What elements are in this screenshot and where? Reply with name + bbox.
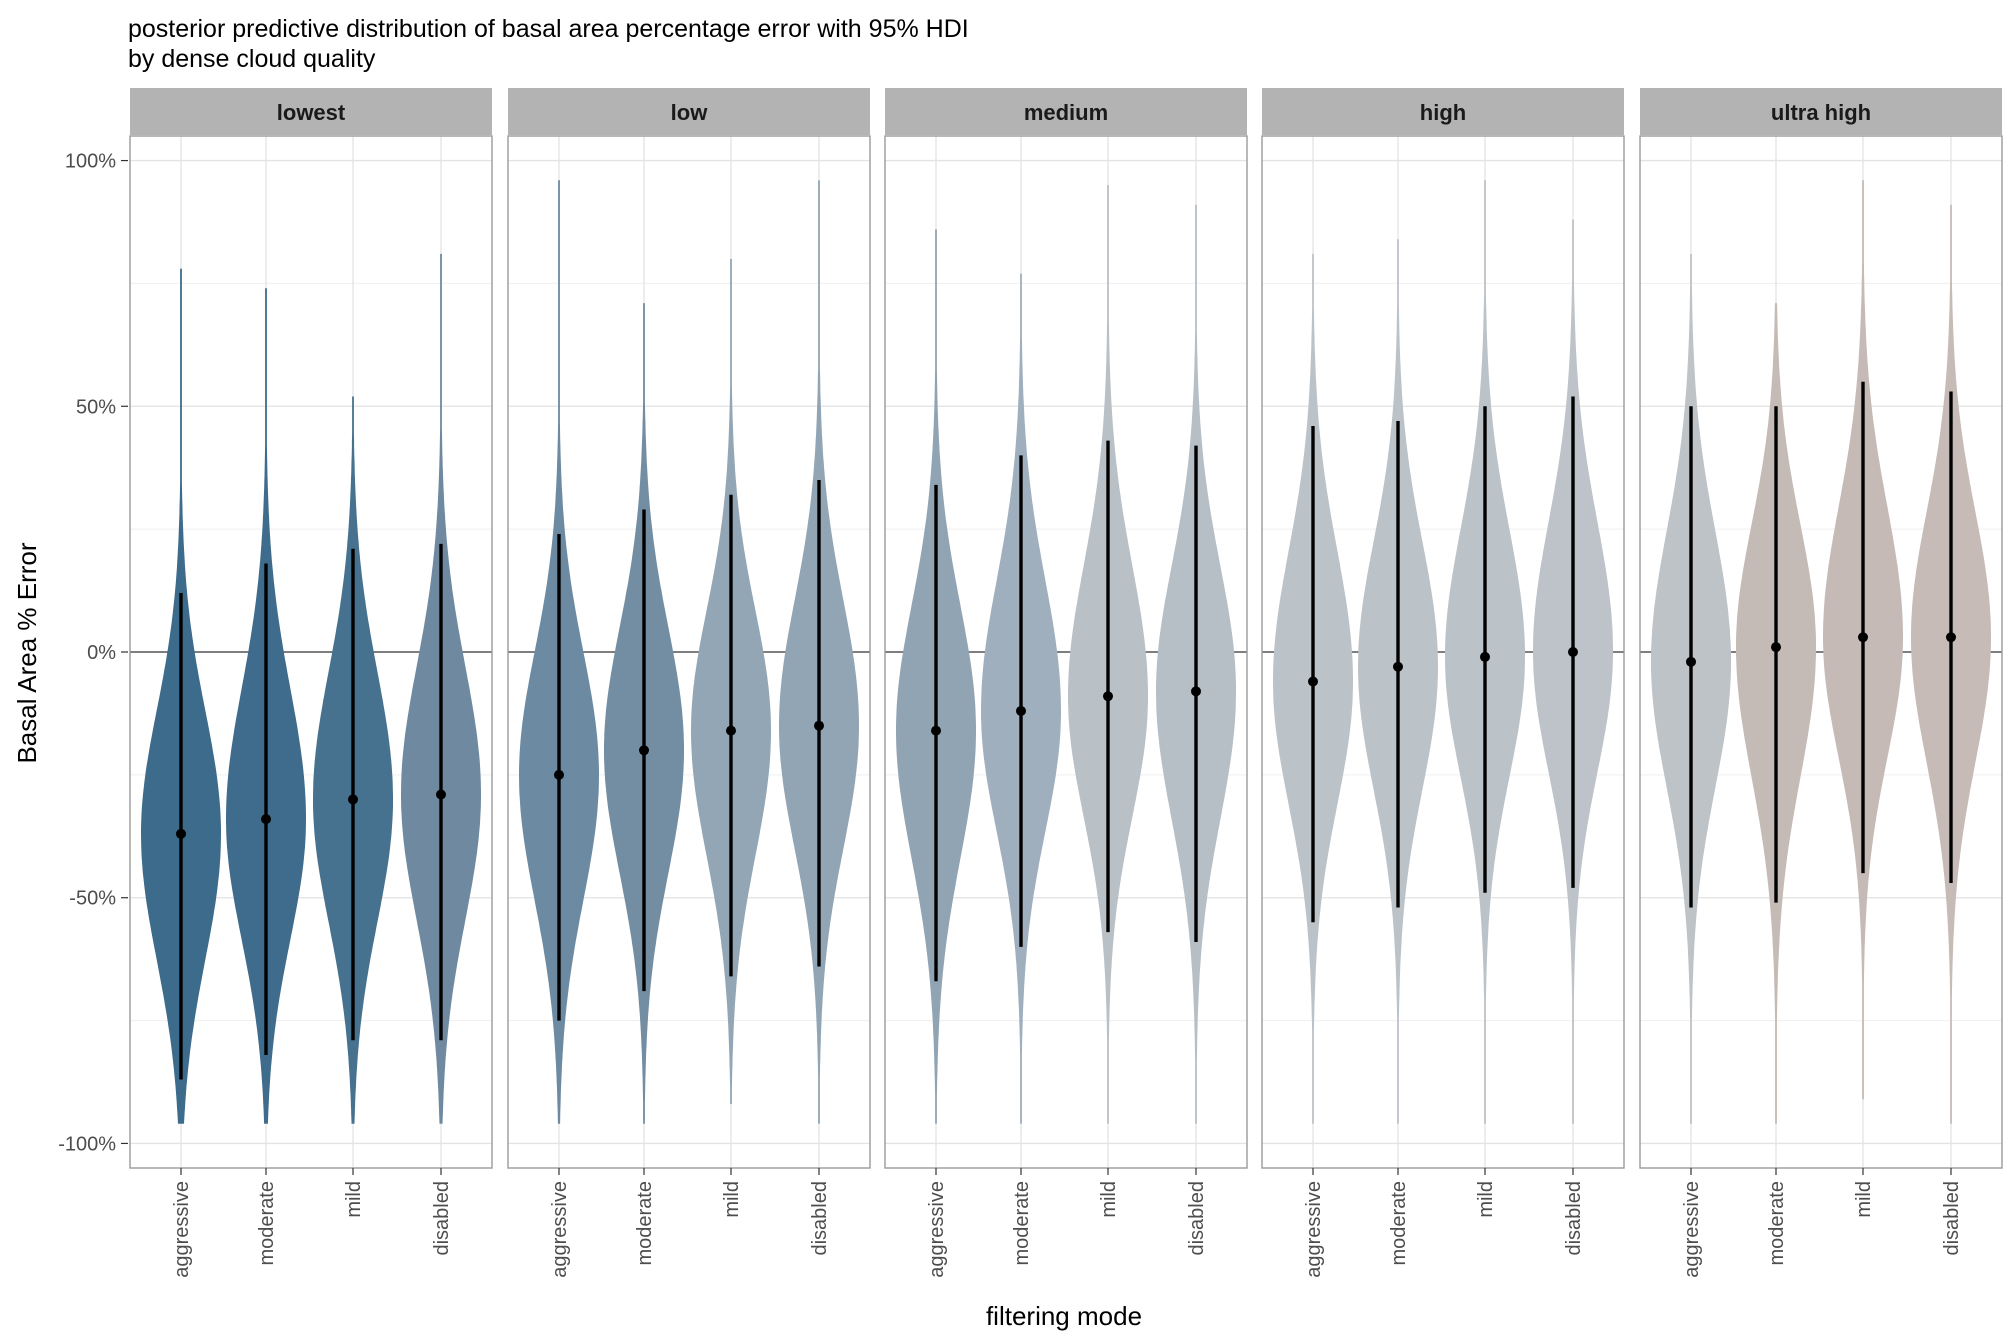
median-point	[1946, 632, 1956, 643]
median-point	[1393, 661, 1403, 672]
x-tick-label: disabled	[1941, 1181, 1963, 1256]
y-tick-label: 0%	[87, 642, 116, 664]
median-point	[639, 745, 649, 756]
x-tick-label: moderate	[256, 1181, 278, 1266]
x-tick-label: aggressive	[171, 1181, 193, 1278]
facet-strip	[885, 88, 1247, 135]
median-point	[176, 828, 186, 839]
x-tick-label: aggressive	[1681, 1181, 1703, 1278]
x-tick-label: disabled	[1186, 1181, 1208, 1256]
facet-panel: ultra high aggressive moderate mild disabled	[1639, 88, 2003, 1278]
y-tick-label: -50%	[69, 888, 116, 910]
facet-panel: low aggressive moderate mild disabled	[507, 88, 871, 1278]
median-point	[554, 769, 564, 780]
facet-panel: lowest aggressive moderate mild disabled	[129, 88, 493, 1278]
median-point	[1480, 651, 1490, 662]
facet-strip	[1640, 88, 2002, 135]
facet-strip-label: medium	[1024, 100, 1108, 125]
median-point	[436, 789, 446, 800]
facet-strip-label: ultra high	[1771, 100, 1871, 125]
facet-strip	[1262, 88, 1624, 135]
facet-strip	[508, 88, 870, 135]
x-tick-label: aggressive	[1303, 1181, 1325, 1278]
chart-title: posterior predictive distribution of bas…	[128, 15, 969, 43]
median-point	[726, 725, 736, 736]
facet-panel: medium aggressive moderate mild disabled	[884, 88, 1248, 1278]
median-point	[1016, 705, 1026, 716]
y-tick-label: 100%	[65, 151, 116, 173]
x-tick-label: mild	[1475, 1181, 1497, 1218]
median-point	[1686, 656, 1696, 667]
median-point	[261, 814, 271, 825]
x-tick-label: aggressive	[926, 1181, 948, 1278]
y-axis: 100% 50% 0% -50% -100%	[58, 151, 128, 1155]
x-tick-label: mild	[1098, 1181, 1120, 1218]
median-point	[1771, 642, 1781, 653]
x-tick-label: disabled	[1563, 1181, 1585, 1256]
x-tick-label: disabled	[809, 1181, 831, 1256]
y-axis-title: Basal Area % Error	[12, 542, 42, 763]
median-point	[1568, 647, 1578, 657]
median-point	[1191, 686, 1201, 697]
x-axis-title: filtering mode	[986, 1301, 1142, 1331]
facet-panels: lowest aggressive moderate mild disabled low a…	[129, 88, 2003, 1278]
facet-strip-label: lowest	[277, 100, 346, 125]
median-point	[931, 725, 941, 736]
median-point	[814, 720, 824, 731]
x-tick-label: moderate	[1011, 1181, 1033, 1266]
x-tick-label: moderate	[1388, 1181, 1410, 1266]
chart-subtitle: by dense cloud quality	[128, 45, 376, 73]
median-point	[1103, 691, 1113, 702]
x-tick-label: disabled	[431, 1181, 453, 1256]
facet-strip	[130, 88, 492, 135]
median-point	[1308, 676, 1318, 687]
x-tick-label: mild	[721, 1181, 743, 1218]
facet-strip-label: high	[1420, 100, 1466, 125]
y-tick-label: 50%	[76, 396, 116, 418]
x-tick-label: moderate	[1766, 1181, 1788, 1266]
x-tick-label: moderate	[634, 1181, 656, 1266]
facet-strip-label: low	[671, 100, 709, 125]
panel-border	[129, 135, 493, 1169]
median-point	[1858, 632, 1868, 643]
panel-border	[507, 135, 871, 1169]
x-tick-label: mild	[343, 1181, 365, 1218]
panel-border	[884, 135, 1248, 1169]
facet-panel: high aggressive moderate mild disabled	[1261, 88, 1625, 1278]
panel-border	[1639, 135, 2003, 1169]
x-tick-label: mild	[1853, 1181, 1875, 1218]
y-tick-label: -100%	[58, 1133, 116, 1155]
median-point	[348, 794, 358, 805]
panel-border	[1261, 135, 1625, 1169]
x-tick-label: aggressive	[549, 1181, 571, 1278]
